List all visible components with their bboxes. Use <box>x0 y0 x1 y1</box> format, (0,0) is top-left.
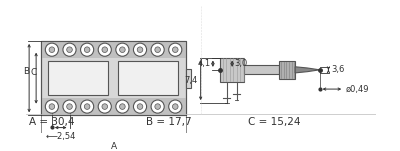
Circle shape <box>84 47 90 53</box>
Circle shape <box>98 100 111 113</box>
Text: C: C <box>30 68 37 77</box>
Polygon shape <box>295 67 320 73</box>
Bar <box>118 61 178 95</box>
Bar <box>41 41 186 58</box>
Circle shape <box>151 43 164 56</box>
Circle shape <box>45 100 58 113</box>
Circle shape <box>63 43 76 56</box>
Circle shape <box>134 43 146 56</box>
Circle shape <box>102 47 108 53</box>
Bar <box>48 61 108 95</box>
Circle shape <box>169 43 182 56</box>
Circle shape <box>80 100 94 113</box>
Text: B = 17,7: B = 17,7 <box>146 117 192 127</box>
Circle shape <box>120 104 125 109</box>
Circle shape <box>45 43 58 56</box>
Circle shape <box>151 100 164 113</box>
Circle shape <box>80 43 94 56</box>
Text: B: B <box>24 67 30 76</box>
Circle shape <box>84 104 90 109</box>
Circle shape <box>67 47 72 53</box>
Circle shape <box>49 104 55 109</box>
Circle shape <box>116 100 129 113</box>
Bar <box>41 98 186 115</box>
Circle shape <box>155 47 160 53</box>
Text: A: A <box>110 142 117 151</box>
Bar <box>41 41 186 115</box>
Circle shape <box>120 47 125 53</box>
Circle shape <box>102 104 108 109</box>
Circle shape <box>67 104 72 109</box>
Circle shape <box>116 43 129 56</box>
Text: 7,4: 7,4 <box>185 76 198 85</box>
Circle shape <box>137 47 143 53</box>
Bar <box>186 69 191 88</box>
Circle shape <box>63 100 76 113</box>
Circle shape <box>98 43 111 56</box>
Circle shape <box>49 47 55 53</box>
Text: ⟵2,54: ⟵2,54 <box>46 132 76 141</box>
Text: C = 15,24: C = 15,24 <box>248 117 300 127</box>
Bar <box>244 65 280 74</box>
Circle shape <box>137 104 143 109</box>
Text: A = 30,4: A = 30,4 <box>29 117 75 127</box>
Text: 3,0: 3,0 <box>234 59 247 68</box>
Bar <box>280 61 295 79</box>
Circle shape <box>172 104 178 109</box>
Text: 3,6: 3,6 <box>331 65 344 74</box>
Circle shape <box>169 100 182 113</box>
Circle shape <box>172 47 178 53</box>
Text: 4,1: 4,1 <box>198 59 211 68</box>
Circle shape <box>155 104 160 109</box>
Bar <box>41 41 186 115</box>
Text: ø0,49: ø0,49 <box>346 85 370 94</box>
Bar <box>220 58 244 82</box>
Circle shape <box>134 100 146 113</box>
